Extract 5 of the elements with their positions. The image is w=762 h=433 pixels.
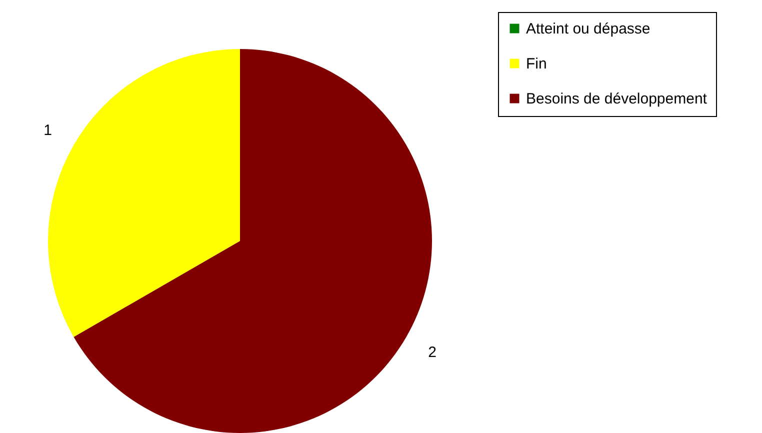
data-label: 2 <box>428 344 436 361</box>
data-label: 1 <box>44 122 52 139</box>
legend-label: Besoins de développement <box>526 90 708 108</box>
legend-label: Fin <box>526 56 547 72</box>
legend-label: Atteint ou dépasse <box>526 20 650 38</box>
